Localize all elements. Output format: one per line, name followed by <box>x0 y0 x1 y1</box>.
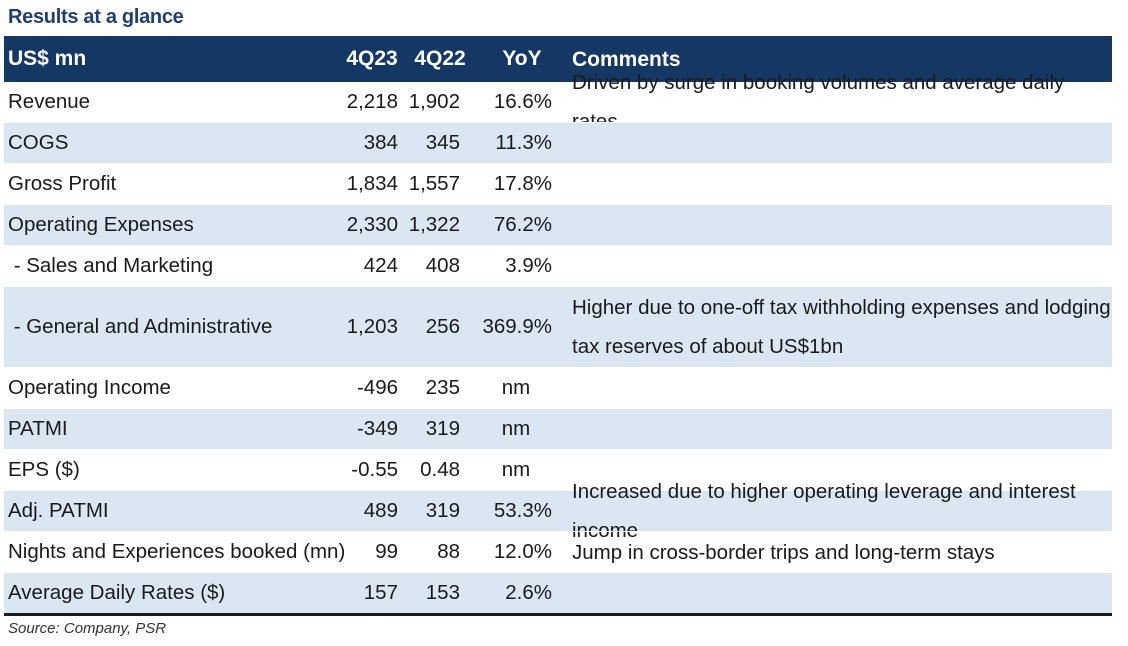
header-comments: Comments <box>572 47 681 71</box>
row-comment <box>572 246 1112 286</box>
row-4q23: 99 <box>375 540 398 563</box>
row-yoy: nm <box>501 417 531 440</box>
results-table: US$ mn 4Q23 4Q22 YoY Comments Revenue 2,… <box>4 36 1112 616</box>
row-4q23: 489 <box>363 499 398 522</box>
row-label: Operating Expenses <box>8 213 194 236</box>
table-row: Revenue 2,218 1,902 16.6% Driven by surg… <box>4 71 1112 133</box>
row-yoy: 11.3% <box>495 131 552 154</box>
row-comment <box>572 164 1112 204</box>
row-4q23: 2,330 <box>346 213 398 236</box>
row-4q22: 319 <box>425 417 460 440</box>
row-comment <box>572 123 1112 163</box>
row-4q22: 256 <box>425 315 460 338</box>
row-4q22: 345 <box>425 131 460 154</box>
row-label: COGS <box>8 131 69 154</box>
row-yoy: 16.6% <box>493 90 552 113</box>
row-comment: Jump in cross-border trips and long-term… <box>572 540 995 564</box>
header-4q22: 4Q22 <box>414 47 466 70</box>
row-label: - Sales and Marketing <box>8 254 214 277</box>
row-comment <box>572 368 1112 408</box>
row-4q22: 235 <box>425 376 460 399</box>
table-row: Nights and Experiences booked (mn) 99 88… <box>4 531 1112 572</box>
row-label: EPS ($) <box>8 458 80 481</box>
row-yoy: 12.0% <box>493 540 552 563</box>
row-4q23: 1,834 <box>346 172 398 195</box>
table-row: COGS 384 345 11.3% <box>4 122 1112 163</box>
table-row: - Sales and Marketing 424 408 3.9% <box>4 245 1112 286</box>
row-comment <box>572 409 1112 449</box>
row-comment: Higher due to one-off tax withholding ex… <box>572 296 1111 358</box>
table-row: Gross Profit 1,834 1,557 17.8% <box>4 163 1112 204</box>
row-yoy: 76.2% <box>493 213 552 236</box>
row-yoy: 369.9% <box>482 315 552 338</box>
row-label: Average Daily Rates ($) <box>8 581 226 604</box>
row-4q23: 384 <box>363 131 398 154</box>
table-row: PATMI -349 319 nm <box>4 408 1112 449</box>
row-comment <box>572 205 1112 245</box>
row-yoy: nm <box>501 376 531 399</box>
row-comment: Driven by surge in booking volumes and a… <box>572 71 1065 133</box>
row-yoy: 53.3% <box>493 499 552 522</box>
source-note: Source: Company, PSR <box>8 620 167 637</box>
row-yoy: 17.8% <box>493 172 552 195</box>
header-label: US$ mn <box>8 47 87 70</box>
row-yoy: 2.6% <box>505 581 552 604</box>
row-4q22: 319 <box>425 499 460 522</box>
row-4q22: 1,557 <box>408 172 460 195</box>
row-label: PATMI <box>8 417 68 440</box>
table-title: Results at a glance <box>8 6 184 28</box>
row-label: Operating Income <box>8 376 171 399</box>
row-label: Revenue <box>8 90 91 113</box>
row-comment <box>572 573 1112 613</box>
header-4q23: 4Q23 <box>346 47 398 70</box>
row-4q23: 157 <box>363 581 398 604</box>
row-4q23: -0.55 <box>351 458 398 481</box>
row-comment: Increased due to higher operating levera… <box>572 480 1076 542</box>
row-yoy: 3.9% <box>505 254 552 277</box>
row-4q23: 2,218 <box>346 90 398 113</box>
table-row: EPS ($) -0.55 0.48 nm <box>4 449 1112 490</box>
row-label: Nights and Experiences booked (mn) <box>8 540 346 563</box>
row-4q23: 424 <box>363 254 398 277</box>
row-4q22: 0.48 <box>420 458 460 481</box>
table-row: Operating Expenses 2,330 1,322 76.2% <box>4 204 1112 245</box>
row-4q22: 408 <box>425 254 460 277</box>
table-row: Operating Income -496 235 nm <box>4 367 1112 408</box>
row-label: Gross Profit <box>8 172 117 195</box>
row-4q22: 153 <box>425 581 460 604</box>
table-row: - General and Administrative 1,203 256 3… <box>4 286 1112 367</box>
row-4q22: 88 <box>437 540 460 563</box>
row-4q22: 1,902 <box>408 90 460 113</box>
row-label: - General and Administrative <box>8 315 273 338</box>
row-4q22: 1,322 <box>408 213 460 236</box>
header-yoy: YoY <box>502 47 542 70</box>
table-header: US$ mn 4Q23 4Q22 YoY Comments <box>4 36 1112 82</box>
table-row: Adj. PATMI 489 319 53.3% Increased due t… <box>4 480 1112 542</box>
row-4q23: -496 <box>356 376 398 399</box>
table-row: Average Daily Rates ($) 157 153 2.6% <box>4 572 1112 616</box>
row-4q23: -349 <box>356 417 398 440</box>
row-yoy: nm <box>501 458 531 481</box>
row-label: Adj. PATMI <box>8 499 109 522</box>
row-4q23: 1,203 <box>346 315 398 338</box>
